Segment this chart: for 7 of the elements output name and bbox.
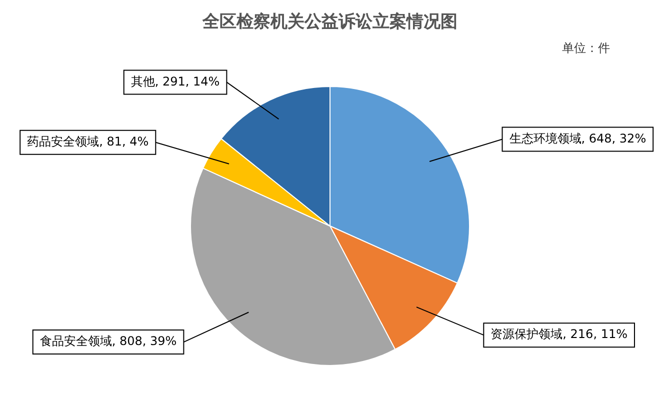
slice-label: 药品安全领域, 81, 4% [27,134,149,149]
chart-title: 全区检察机关公益诉讼立案情况图 [201,11,458,33]
slice-label: 食品安全领域, 808, 39% [40,334,177,348]
slice-label: 其他, 291, 14% [130,74,220,88]
text: 单位：件 [562,40,610,57]
slice-label: 资源保护领域, 216, 11% [490,327,628,342]
slice-label: 生态环境领域, 648, 32% [509,131,646,146]
